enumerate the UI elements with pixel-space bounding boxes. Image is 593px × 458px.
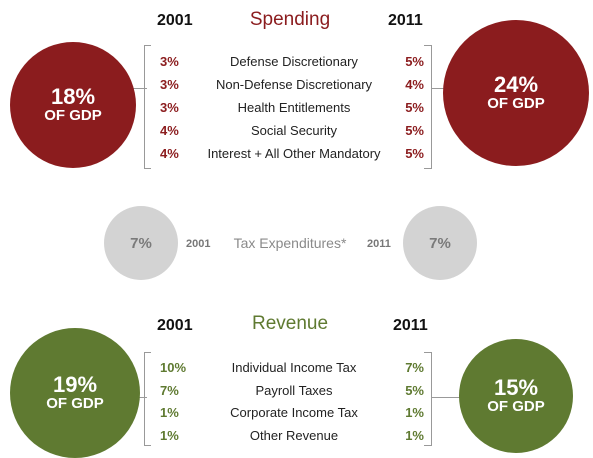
tax-year-2001: 2001 [186,238,211,250]
revenue-left-connector [137,397,147,398]
revenue-row: 7% Payroll Taxes 5% [160,383,424,401]
spending-category-label: Non-Defense Discretionary [215,77,373,92]
revenue-value-2011: 1% [405,405,424,420]
revenue-value-2011: 7% [405,360,424,375]
spending-year-2011: 2011 [388,12,423,29]
spending-category-label: Interest + All Other Mandatory [207,146,381,161]
spending-left-bracket [144,45,151,169]
spending-left-connector [130,88,147,89]
spending-right-bracket [424,45,432,169]
spending-right-connector [432,88,446,89]
revenue-value-2001: 10% [160,360,187,375]
revenue-category-label: Other Revenue [249,427,339,443]
spending-category-label: Social Security [251,123,337,138]
spending-value-2011: 4% [405,77,424,92]
revenue-left-bracket [144,352,151,446]
spending-2011-unit: OF GDP [487,95,545,112]
spending-value-2001: 3% [160,100,179,115]
revenue-2001-total: 19% [52,372,98,397]
tax-title: Tax Expenditures* [233,235,347,251]
spending-2001-total: 18% [50,84,96,109]
spending-2011-total: 24% [493,72,539,97]
spending-title: Spending [249,9,331,30]
revenue-value-2001: 1% [160,427,179,443]
spending-2001-unit: OF GDP [44,107,102,124]
revenue-right-connector [432,397,460,398]
revenue-year-2011: 2011 [393,317,428,334]
tax-2001-circle: 7% [104,206,178,280]
revenue-2011-unit: OF GDP [487,398,545,415]
spending-value-2001: 3% [160,77,179,92]
tax-2011-circle: 7% [403,206,477,280]
spending-row: 4% Interest + All Other Mandatory 5% [160,146,424,164]
revenue-value-2011: 1% [405,427,424,443]
revenue-category-label: Individual Income Tax [231,360,357,375]
spending-category-label: Defense Discretionary [230,54,358,69]
spending-row: 3% Health Entitlements 5% [160,100,424,118]
revenue-row: 10% Individual Income Tax 7% [160,360,424,378]
spending-2001-circle: 18% OF GDP [10,42,136,168]
spending-value-2011: 5% [405,146,424,161]
spending-category-label: Health Entitlements [237,100,351,115]
spending-value-2001: 4% [160,146,179,161]
spending-value-2011: 5% [405,123,424,138]
revenue-2011-circle: 15% OF GDP [459,339,573,453]
spending-row: 4% Social Security 5% [160,123,424,141]
revenue-value-2011: 5% [405,382,424,398]
spending-year-2001: 2001 [157,12,193,29]
spending-value-2011: 5% [405,54,424,69]
revenue-category-label: Corporate Income Tax [230,405,358,420]
spending-row: 3% Defense Discretionary 5% [160,54,424,72]
spending-value-2011: 5% [405,100,424,115]
spending-value-2001: 4% [160,123,179,138]
revenue-value-2001: 7% [160,382,179,398]
revenue-value-2001: 1% [160,405,179,420]
revenue-right-bracket [424,352,432,446]
revenue-2001-unit: OF GDP [46,395,104,412]
tax-2001-value: 7% [130,234,152,252]
spending-2011-circle: 24% OF GDP [443,20,589,166]
revenue-2011-total: 15% [493,375,539,400]
revenue-row: 1% Other Revenue 1% [160,428,424,446]
tax-year-2011: 2011 [367,238,391,250]
revenue-2001-circle: 19% OF GDP [10,328,140,458]
tax-2011-value: 7% [429,234,451,252]
revenue-title: Revenue [251,313,329,334]
revenue-row: 1% Corporate Income Tax 1% [160,405,424,423]
spending-value-2001: 3% [160,54,179,69]
revenue-year-2001: 2001 [157,317,193,334]
spending-row: 3% Non-Defense Discretionary 4% [160,77,424,95]
revenue-category-label: Payroll Taxes [255,382,333,398]
